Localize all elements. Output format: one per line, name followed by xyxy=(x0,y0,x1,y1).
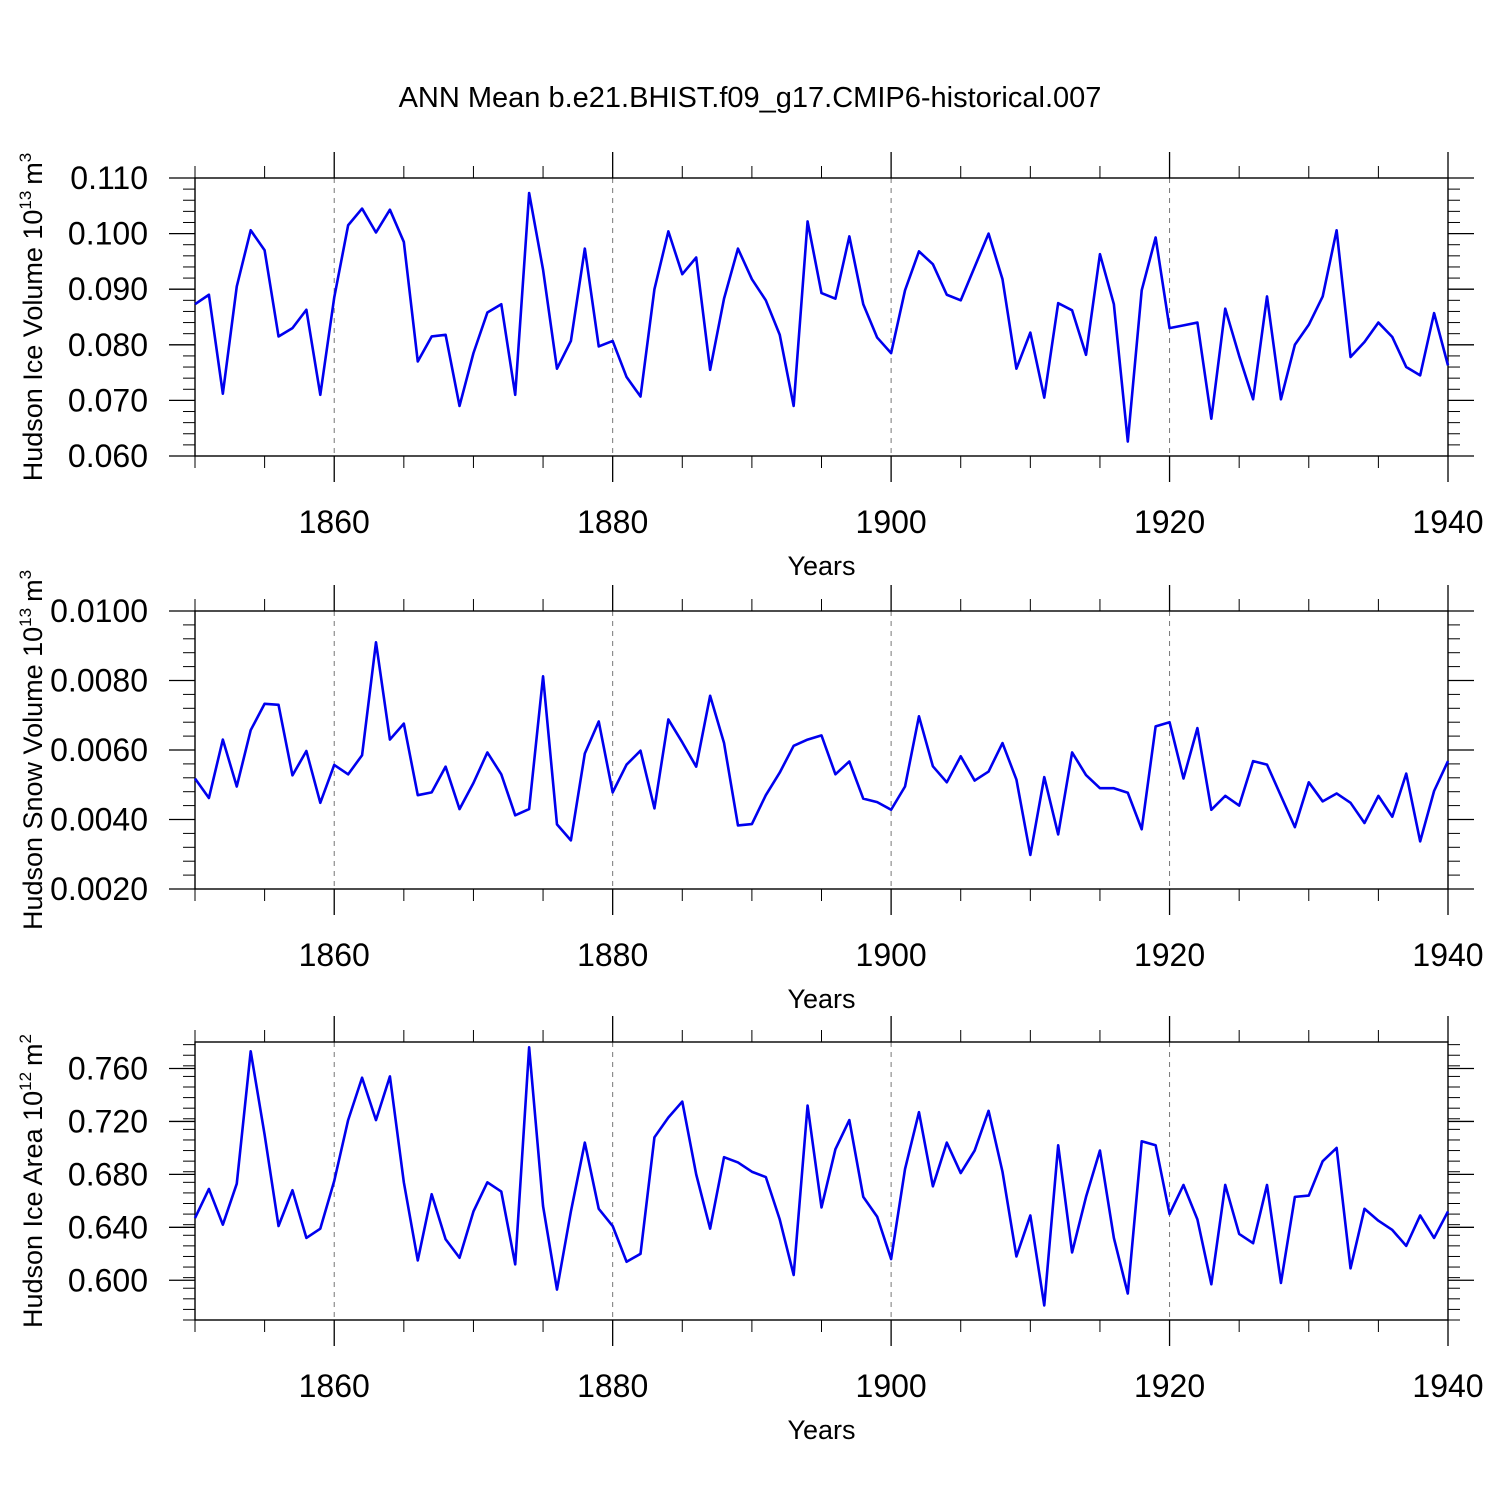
x-tick-label: 1880 xyxy=(577,937,648,973)
x-tick-label: 1860 xyxy=(299,504,370,540)
panel-3: 0.600 0.640 0.680 0.720 0.760 1860 1880 1900 192… xyxy=(16,1016,1484,1445)
x-tick-label: 1900 xyxy=(856,937,927,973)
plot-frame xyxy=(194,610,1449,890)
y-tick-label: 0.0100 xyxy=(50,593,148,629)
y-tick-label: 0.0040 xyxy=(50,802,148,838)
x-tick-label: 1920 xyxy=(1134,504,1205,540)
x-tick-label: 1920 xyxy=(1134,937,1205,973)
series-line xyxy=(193,1046,1450,1307)
y-axis-label-unit: m xyxy=(18,579,48,602)
y-tick-label: 0.100 xyxy=(68,216,148,252)
x-tick-label: 1860 xyxy=(299,1368,370,1404)
y-axis-label-text: Hudson Snow Volume 10 xyxy=(18,627,48,930)
y-tick-label: 0.0060 xyxy=(50,732,148,768)
y-axis-label-exp: 13 xyxy=(16,608,35,627)
chart-title: ANN Mean b.e21.BHIST.f09_g17.CMIP6-histo… xyxy=(399,82,1102,114)
y-tick-label: 0.0020 xyxy=(50,871,148,907)
y-axis-label-unit: m xyxy=(18,1043,48,1066)
x-tick-label: 1940 xyxy=(1412,937,1483,973)
x-tick-label: 1940 xyxy=(1412,1368,1483,1404)
y-tick-label: 0.080 xyxy=(68,327,148,363)
y-axis-label-exp: 13 xyxy=(16,191,35,210)
plot-frame xyxy=(194,1041,1449,1321)
y-axis-label-text: Hudson Ice Area 10 xyxy=(18,1091,48,1328)
y-tick-label: 0.090 xyxy=(68,271,148,307)
y-tick-label: 0.110 xyxy=(70,160,148,196)
y-tick-label: 0.760 xyxy=(68,1050,148,1086)
x-tick-label: 1900 xyxy=(856,504,927,540)
y-axis-label: Hudson Snow Volume 1013 m3 xyxy=(16,570,48,930)
y-tick-label: 0.060 xyxy=(68,438,148,474)
y-axis-label-unit-exp: 2 xyxy=(16,1034,35,1043)
y-axis-label-exp: 12 xyxy=(16,1072,35,1091)
series-line xyxy=(194,191,1450,443)
y-axis-label-text: Hudson Ice Volume 10 xyxy=(18,210,48,482)
x-tick-label: 1860 xyxy=(299,937,370,973)
panel-1: 0.060 0.070 0.080 0.090 0.100 0.110 1860 1880 19… xyxy=(16,152,1484,581)
x-tick-label: 1880 xyxy=(577,504,648,540)
panel-2: 0.0020 0.0040 0.0060 0.0080 0.0100 1860 1880 19… xyxy=(16,570,1484,1014)
y-tick-label: 0.680 xyxy=(68,1156,148,1192)
y-axis-label-unit: m xyxy=(18,162,48,185)
x-axis-label: Years xyxy=(787,1415,855,1445)
series-line xyxy=(193,640,1450,857)
x-tick-label: 1880 xyxy=(577,1368,648,1404)
plot-frame xyxy=(194,177,1449,457)
y-axis-label: Hudson Ice Area 1012 m2 xyxy=(16,1034,48,1328)
x-tick-label: 1940 xyxy=(1412,504,1483,540)
y-tick-label: 0.070 xyxy=(68,382,148,418)
y-tick-label: 0.720 xyxy=(68,1103,148,1139)
x-tick-label: 1920 xyxy=(1134,1368,1205,1404)
panels: 0.060 0.070 0.080 0.090 0.100 0.110 1860 1880 19… xyxy=(16,152,1484,1445)
y-tick-label: 0.640 xyxy=(68,1209,148,1245)
y-tick-label: 0.0080 xyxy=(50,663,148,699)
y-axis-label: Hudson Ice Volume 1013 m3 xyxy=(16,153,48,482)
y-axis-label-unit-exp: 3 xyxy=(16,570,35,579)
y-axis-label-unit-exp: 3 xyxy=(16,153,35,162)
x-axis-label: Years xyxy=(787,551,855,581)
x-axis-label: Years xyxy=(787,984,855,1014)
y-tick-label: 0.600 xyxy=(68,1262,148,1298)
x-tick-label: 1900 xyxy=(856,1368,927,1404)
